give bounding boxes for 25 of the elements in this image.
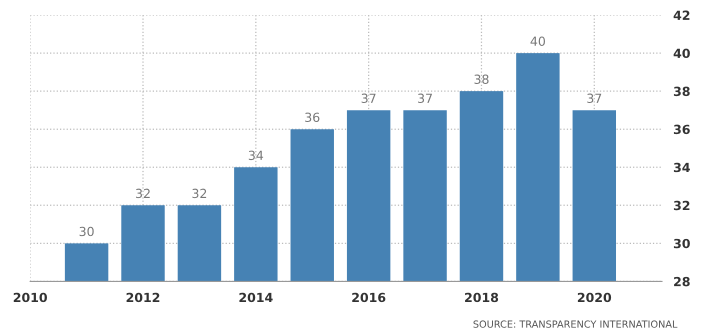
- data-label: 34: [248, 150, 264, 160]
- data-label: 37: [587, 94, 602, 104]
- x-tick-label: 2014: [239, 292, 273, 302]
- y-tick-label: 30: [674, 238, 690, 248]
- x-tick-label: 2018: [465, 292, 498, 302]
- source-note: SOURCE: TRANSPARENCY INTERNATIONAL: [474, 320, 678, 328]
- data-label: 30: [80, 226, 94, 236]
- data-label: 32: [136, 188, 150, 198]
- y-tick-label: 32: [674, 200, 690, 210]
- data-label: 37: [362, 94, 376, 104]
- data-label: 40: [530, 36, 546, 46]
- data-label: 37: [418, 94, 432, 104]
- y-tick-label: 38: [674, 86, 690, 96]
- y-tick-label: 34: [674, 162, 690, 172]
- data-label: 36: [305, 112, 320, 122]
- y-tick-label: 36: [674, 124, 690, 134]
- x-tick-label: 2016: [352, 292, 386, 302]
- data-label: 32: [192, 188, 206, 198]
- x-tick-label: 2012: [126, 292, 160, 302]
- x-tick-label: 2010: [14, 292, 47, 302]
- data-label: 38: [474, 74, 489, 84]
- y-tick-label: 40: [674, 48, 690, 58]
- x-tick-label: 2020: [578, 292, 612, 302]
- y-tick-label: 42: [674, 10, 690, 20]
- y-tick-label: 28: [674, 276, 690, 286]
